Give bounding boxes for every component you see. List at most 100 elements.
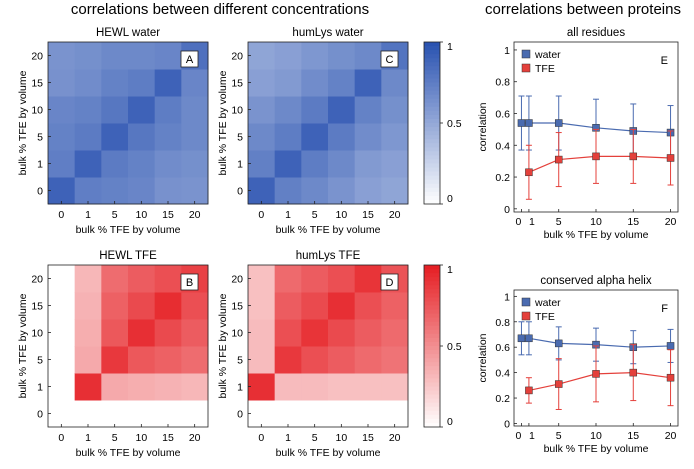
x-tick-label: 1 (285, 209, 291, 221)
heatmap-cell (128, 150, 156, 178)
x-axis-label: bulk % TFE by volume (76, 447, 181, 459)
heatmap-cell (101, 150, 129, 178)
colorbar-swatch (424, 118, 440, 124)
colorbar-swatch (424, 74, 440, 80)
colorbar-swatch (424, 199, 440, 205)
panel-letter: A (186, 54, 194, 66)
data-point (554, 119, 563, 127)
x-tick-label: 1 (529, 216, 535, 228)
heatmap-cell (48, 69, 76, 97)
legend-swatch (521, 49, 531, 59)
heatmap-cell (381, 123, 409, 151)
x-tick-label: 10 (590, 216, 602, 228)
colorbar-swatch (424, 58, 440, 63)
heatmap-cell (328, 292, 356, 320)
colorbar-swatch (424, 406, 440, 412)
data-point (666, 373, 675, 382)
heatmap-cell (301, 123, 329, 151)
colorbar-swatch (424, 159, 440, 165)
y-tick-label: 15 (31, 301, 43, 313)
heatmap-cell (381, 150, 409, 178)
colorbar-swatch (424, 281, 440, 286)
colorbar-swatch (424, 191, 440, 197)
heatmap-cell (381, 96, 409, 124)
y-tick-label: 5 (37, 355, 43, 367)
colorbar-swatch (424, 127, 440, 132)
x-tick-label: 5 (312, 432, 318, 444)
heatmap-cell (74, 319, 102, 347)
colorbar-swatch (424, 163, 440, 169)
heatmap-cell (101, 96, 129, 124)
heatmap-cell (128, 69, 156, 97)
heatmap-title: humLys water (292, 27, 363, 39)
x-tick-label: 10 (135, 432, 147, 444)
x-tick-label: 5 (112, 432, 118, 444)
heatmap-cell (301, 265, 329, 293)
heatmap-cell (301, 150, 329, 178)
heatmap-cell (248, 292, 276, 320)
heading-left: correlations between different concentra… (71, 1, 369, 18)
legend-label: water (534, 49, 561, 61)
data-point (525, 119, 533, 127)
y-tick-label: 10 (231, 328, 243, 340)
heatmap-cell (301, 346, 329, 374)
colorbar-swatch (424, 374, 440, 379)
data-point (554, 339, 563, 348)
x-tick-label: 10 (590, 430, 602, 442)
heatmap-cell (154, 150, 182, 178)
heatmap-cell (274, 346, 302, 374)
heatmap-cell (328, 346, 356, 374)
x-tick-label: 1 (529, 430, 535, 442)
x-tick-label: 0 (258, 209, 264, 221)
heatmap-cell (354, 292, 382, 320)
x-axis-label: bulk % TFE by volume (276, 224, 381, 236)
heatmap-cell (328, 96, 356, 124)
heatmap-cell (154, 96, 182, 124)
colorbar-swatch (424, 135, 440, 140)
colorbar-swatch (424, 50, 440, 55)
heatmap-cell (101, 177, 129, 205)
y-tick-label: 1 (237, 382, 243, 394)
x-tick-label: 5 (556, 430, 562, 442)
heatmap-cell (328, 123, 356, 151)
colorbar-swatch (424, 333, 440, 339)
heatmap-cell (181, 177, 209, 205)
heatmap-cell (154, 319, 182, 347)
colorbar-swatch (424, 123, 440, 128)
heatmap-cell (101, 42, 129, 70)
colorbar-swatch (424, 179, 440, 185)
colorbar-swatch (424, 102, 440, 108)
heatmap-cell (48, 42, 76, 70)
y-tick-label: 1 (37, 159, 43, 171)
heatmap-cell (181, 373, 209, 401)
y-tick-label: 10 (31, 328, 43, 340)
panel-letter-badge (180, 273, 199, 291)
heatmap-cell (248, 69, 276, 97)
colorbar-swatch (424, 402, 440, 408)
heatmap-cell (74, 346, 102, 374)
y-tick-label: 0.2 (495, 393, 510, 405)
heatmap-cell (274, 292, 302, 320)
colorbar-swatch (424, 337, 440, 343)
data-point (517, 334, 526, 343)
y-axis-label: correlation (477, 333, 489, 382)
x-tick-label: 0 (58, 432, 64, 444)
colorbar-swatch (424, 354, 440, 359)
y-tick-label: 0 (504, 204, 510, 216)
colorbar-swatch (424, 273, 440, 278)
legend-label: water (534, 297, 561, 309)
heatmap-cell (248, 150, 276, 178)
colorbar-swatch (424, 358, 440, 363)
y-tick-label: 20 (31, 51, 43, 63)
heatmap-cell (248, 346, 276, 374)
colorbar-swatch (424, 366, 440, 371)
data-point (629, 368, 638, 377)
heatmap-cell (101, 319, 129, 347)
colorbar-swatch (424, 350, 440, 355)
heatmap-cell (301, 292, 329, 320)
colorbar-swatch (424, 98, 440, 104)
colorbar-swatch (424, 143, 440, 148)
heatmap-cell (128, 265, 156, 293)
